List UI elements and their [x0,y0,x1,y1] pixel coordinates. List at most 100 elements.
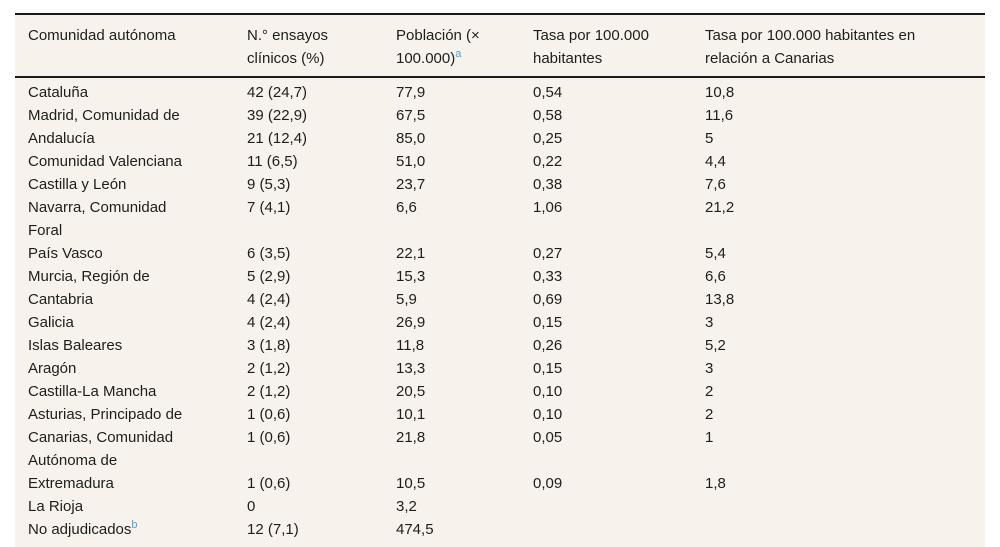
community-name: No adjudicados [28,521,132,538]
community-name: La Rioja [28,498,84,515]
cell-tasa-relacion-canarias: 2 [692,380,985,403]
cell-comunidad-autonoma: No adjudicadosb [15,518,234,547]
cell-comunidad-autonoma: La Rioja [15,495,234,518]
cell-n-ensayos-clinicos: 39 (22,9) [234,104,383,127]
cell-tasa-100000: 0,22 [520,150,692,173]
cell-poblacion: 6,6 [383,196,520,242]
cell-tasa-100000: 0,10 [520,403,692,426]
cell-value: 5 (2,9) [247,268,291,285]
cell-n-ensayos-clinicos: 3 (1,8) [234,334,383,357]
cell-value: 13,3 [396,360,426,377]
cell-value: 4,4 [705,153,726,170]
cell-n-ensayos-clinicos: 2 (1,2) [234,380,383,403]
cell-value: 2 (1,2) [247,360,291,377]
column-header-comunidad-autonoma: Comunidad autónoma [15,14,234,78]
cell-value: 6,6 [705,268,726,285]
cell-value: 1 (0,6) [247,406,291,423]
table-row: Castilla-La Mancha 2 (1,2) 20,5 0,10 2 [15,380,985,403]
cell-n-ensayos-clinicos: 6 (3,5) [234,242,383,265]
cell-value: 5,4 [705,245,726,262]
cell-value: 5 [705,130,714,147]
table-row: Cataluña 42 (24,7) 77,9 0,54 10,8 [15,77,985,104]
table-row: Galicia 4 (2,4) 26,9 0,15 3 [15,311,985,334]
cell-n-ensayos-clinicos: 7 (4,1) [234,196,383,242]
cell-value: 42 (24,7) [247,84,308,101]
cell-value: 0,10 [533,406,563,423]
cell-value: 2 [705,406,714,423]
table-header: Comunidad autónoma N.° ensayos clínicos (… [15,14,985,78]
table-row: Cantabria 4 (2,4) 5,9 0,69 13,8 [15,288,985,311]
cell-value: 3 [705,314,714,331]
cell-poblacion: 22,1 [383,242,520,265]
page: Comunidad autónoma N.° ensayos clínicos (… [15,13,985,547]
table-row: Madrid, Comunidad de 39 (22,9) 67,5 0,58 11,… [15,104,985,127]
footnote-marker-a: a [455,48,462,60]
cell-poblacion: 474,5 [383,518,520,547]
cell-tasa-100000: 0,09 [520,472,692,495]
cell-value: 7 (4,1) [247,199,291,216]
community-name: Islas Baleares [28,337,123,354]
cell-comunidad-autonoma: Castilla y León [15,173,234,196]
cell-tasa-relacion-canarias: 13,8 [692,288,985,311]
cell-value: 21 (12,4) [247,130,308,147]
cell-tasa-relacion-canarias: 7,6 [692,173,985,196]
community-name: Extremadura [28,475,114,492]
cell-value: 39 (22,9) [247,107,308,124]
table-row: Andalucía 21 (12,4) 85,0 0,25 5 [15,127,985,150]
community-name: País Vasco [28,245,103,262]
cell-n-ensayos-clinicos: 21 (12,4) [234,127,383,150]
table-row: Aragón 2 (1,2) 13,3 0,15 3 [15,357,985,380]
community-name: Murcia, Región de [28,268,150,285]
cell-poblacion: 20,5 [383,380,520,403]
cell-comunidad-autonoma: Cantabria [15,288,234,311]
column-header-n-ensayos-clinicos: N.° ensayos clínicos (%) [234,14,383,78]
cell-tasa-100000: 0,58 [520,104,692,127]
community-name: Comunidad Valenciana [28,153,182,170]
cell-tasa-100000: 0,05 [520,426,692,472]
cell-value: 0,27 [533,245,563,262]
cell-comunidad-autonoma: Aragón [15,357,234,380]
cell-tasa-100000: 0,27 [520,242,692,265]
cell-tasa-relacion-canarias: 2 [692,403,985,426]
cell-tasa-relacion-canarias: 3 [692,311,985,334]
cell-value: 0,10 [533,383,563,400]
table-row: La Rioja 0 3,2 [15,495,985,518]
column-header-label: N.° ensayos clínicos (%) [247,27,329,67]
cell-value: 1,8 [705,475,726,492]
cell-n-ensayos-clinicos: 4 (2,4) [234,311,383,334]
cell-comunidad-autonoma: Cataluña [15,77,234,104]
cell-value: 13,8 [705,291,735,308]
table-row: Navarra, Comunidad Foral 7 (4,1) 6,6 1,06 21… [15,196,985,242]
community-name: Andalucía [28,130,95,147]
cell-tasa-relacion-canarias: 1 [692,426,985,472]
cell-tasa-100000 [520,518,692,547]
cell-n-ensayos-clinicos: 12 (7,1) [234,518,383,547]
community-name: Canarias, Comunidad Autónoma de [28,429,174,469]
cell-n-ensayos-clinicos: 1 (0,6) [234,426,383,472]
table-row: Islas Baleares 3 (1,8) 11,8 0,26 5,2 [15,334,985,357]
cell-comunidad-autonoma: Asturias, Principado de [15,403,234,426]
cell-tasa-100000: 0,15 [520,311,692,334]
column-header-tasa-relacion-canarias: Tasa por 100.000 habitantes en relación … [692,14,985,78]
cell-value: 0,38 [533,176,563,193]
column-header-label: Comunidad autónoma [28,27,176,44]
cell-tasa-relacion-canarias: 1,8 [692,472,985,495]
cell-n-ensayos-clinicos: 11 (6,5) [234,150,383,173]
community-name: Cantabria [28,291,94,308]
cell-value: 10,8 [705,84,735,101]
community-name: Castilla-La Mancha [28,383,157,400]
cell-tasa-100000: 0,25 [520,127,692,150]
table-row: Comunidad Valenciana 11 (6,5) 51,0 0,22 4,4 [15,150,985,173]
cell-value: 23,7 [396,176,426,193]
community-name: Asturias, Principado de [28,406,183,423]
cell-comunidad-autonoma: Galicia [15,311,234,334]
cell-value: 7,6 [705,176,726,193]
table-row: Asturias, Principado de 1 (0,6) 10,1 0,10 2 [15,403,985,426]
cell-value: 1 [705,429,714,446]
cell-poblacion: 77,9 [383,77,520,104]
cell-tasa-100000: 0,15 [520,357,692,380]
table-row: Murcia, Región de 5 (2,9) 15,3 0,33 6,6 [15,265,985,288]
column-header-label: Tasa por 100.000 habitantes en relación … [705,27,916,67]
cell-value: 15,3 [396,268,426,285]
cell-tasa-100000: 0,26 [520,334,692,357]
